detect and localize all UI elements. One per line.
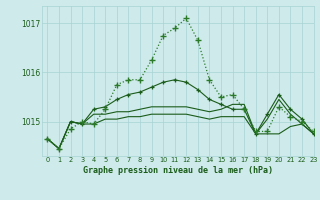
X-axis label: Graphe pression niveau de la mer (hPa): Graphe pression niveau de la mer (hPa) <box>83 166 273 175</box>
